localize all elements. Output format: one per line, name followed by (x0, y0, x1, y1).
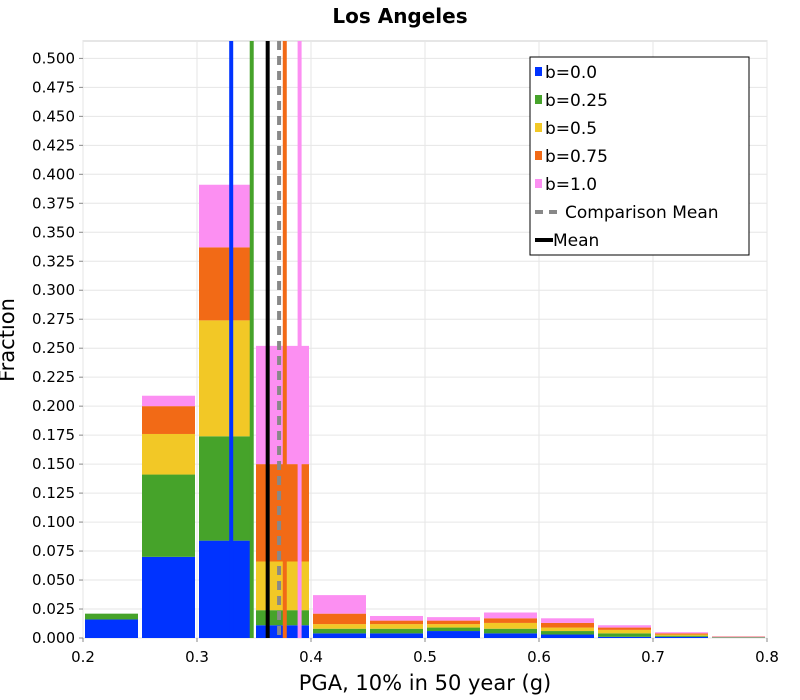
bar-segment-b-0-25 (199, 436, 252, 541)
grid-lines (82, 41, 768, 639)
x-tick-label: 0.6 (527, 648, 551, 666)
bar-segment-b-0-75 (655, 633, 708, 635)
bar-segment-b-0-75 (370, 620, 423, 625)
y-axis-label: Fraction (0, 298, 19, 382)
bar-segment-b-0-25 (427, 627, 480, 632)
bar-segment-b-0-75 (142, 406, 195, 434)
y-tick-label: 0.075 (32, 542, 75, 560)
bar-segment-b-1-0 (427, 617, 480, 621)
bar-segment-b-0-5 (655, 634, 708, 636)
y-tick-label: 0.125 (32, 484, 75, 502)
bar-segment-b-0-0 (142, 556, 195, 638)
bar-segment-b-1-0 (484, 612, 537, 619)
y-tick-label: 0.250 (32, 339, 75, 357)
bar-segment-b-1-0 (199, 184, 252, 248)
bar-segment-b-0-25 (655, 635, 708, 637)
bar-segment-b-0-0 (427, 631, 480, 638)
y-tick-label: 0.200 (32, 397, 75, 415)
y-tick-label: 0.025 (32, 600, 75, 618)
y-tick-label: 0.475 (32, 78, 75, 96)
y-tick-label: 0.325 (32, 252, 75, 270)
y-tick-label: 0.225 (32, 368, 75, 386)
bar-segment-b-0-5 (598, 629, 651, 634)
bar-segment-b-0-25 (85, 613, 138, 620)
bar-segment-b-0-0 (598, 636, 651, 638)
chart-title: Los Angeles (332, 4, 467, 28)
bar-segment-b-0-75 (313, 613, 366, 625)
mean-lines (229, 41, 302, 638)
bar-segment-b-0-0 (655, 636, 708, 638)
bar-segment-b-0-25 (142, 474, 195, 557)
legend-swatch (535, 67, 542, 76)
bar-segment-b-0-25 (484, 628, 537, 634)
y-tick-label: 0.050 (32, 571, 75, 589)
y-tick-label: 0.100 (32, 513, 75, 531)
y-tick-label: 0.500 (32, 49, 75, 67)
bar-segment-b-0-0 (541, 634, 594, 638)
y-tick-label: 0.150 (32, 455, 75, 473)
y-tick-label: 0.300 (32, 281, 75, 299)
bar-segment-b-0-25 (598, 633, 651, 637)
bar-segment-b-0-5 (199, 320, 252, 437)
y-tick-label: 0.175 (32, 426, 75, 444)
bar-segment-b-0-25 (541, 631, 594, 635)
bar-segment-b-0-5 (142, 433, 195, 475)
y-tick-label: 0.400 (32, 165, 75, 183)
legend: b=0.0 b=0.25 b=0.5 b=0.75 b=1.0 Comparison Me… (529, 56, 750, 256)
x-tick-label: 0.2 (71, 648, 95, 666)
y-tick-label: 0.000 (32, 629, 75, 647)
bar-segment-b-0-0 (370, 633, 423, 638)
bar-segment-b-0-75 (427, 620, 480, 625)
bar-segment-b-0-75 (484, 618, 537, 623)
bar-segment-b-0-5 (370, 624, 423, 629)
legend-swatch (535, 95, 542, 104)
y-tick-label: 0.350 (32, 223, 75, 241)
y-axis: 0.000 0.025 0.050 0.075 0.100 0.125 0.150 0.175… (32, 49, 83, 647)
legend-label: Mean (553, 231, 599, 251)
bar-segment-b-0-0 (313, 633, 366, 638)
bar-segment-b-0-5 (541, 627, 594, 632)
y-tick-label: 0.425 (32, 136, 75, 154)
legend-items: b=0.0 b=0.25 b=0.5 b=0.75 b=1.0 Comparison Me… (535, 63, 719, 251)
bar-segment-b-0-75 (541, 622, 594, 628)
y-tick-label: 0.375 (32, 194, 75, 212)
legend-label: b=0.5 (545, 119, 597, 139)
x-axis: 0.2 0.3 0.4 0.5 0.6 0.7 0.8 (71, 638, 779, 666)
bar-segment-b-0-0 (199, 540, 252, 638)
bar-segment-b-0-25 (313, 628, 366, 634)
y-tick-label: 0.275 (32, 310, 75, 328)
y-tick-label: 0.450 (32, 107, 75, 125)
x-tick-label: 0.3 (185, 648, 209, 666)
bar-segment-b-1-0 (655, 632, 708, 634)
x-axis-label: PGA, 10% in 50 year (g) (299, 671, 551, 695)
x-tick-label: 0.7 (641, 648, 665, 666)
legend-swatch (535, 179, 542, 188)
bar-segment-b-0-5 (427, 624, 480, 628)
bar-segment-b-0-0 (85, 619, 138, 638)
bar-segment-b-1-0 (541, 618, 594, 623)
bar-segment-b-1-0 (370, 615, 423, 621)
x-tick-label: 0.8 (755, 648, 779, 666)
bar-segment-b-0-75 (199, 247, 252, 321)
bar-segment-b-1-0 (313, 595, 366, 614)
legend-swatch (535, 123, 542, 132)
legend-label: b=1.0 (545, 175, 597, 195)
bar-segment-b-1-0 (598, 625, 651, 628)
legend-label: Comparison Mean (565, 203, 719, 223)
legend-label: b=0.25 (545, 91, 608, 111)
bar-segment-b-0-0 (484, 633, 537, 638)
legend-label: b=0.75 (545, 147, 608, 167)
bar-segment-b-0-5 (313, 624, 366, 629)
x-tick-label: 0.5 (413, 648, 437, 666)
legend-box (529, 56, 750, 256)
bar-segment-b-1-0 (142, 395, 195, 407)
legend-swatch (535, 151, 542, 160)
bar-segment-b-0-25 (370, 628, 423, 634)
bar-segment-b-0-5 (484, 622, 537, 629)
x-tick-label: 0.4 (299, 648, 323, 666)
bar-segment-b-0-75 (598, 627, 651, 630)
legend-label: b=0.0 (545, 63, 597, 83)
